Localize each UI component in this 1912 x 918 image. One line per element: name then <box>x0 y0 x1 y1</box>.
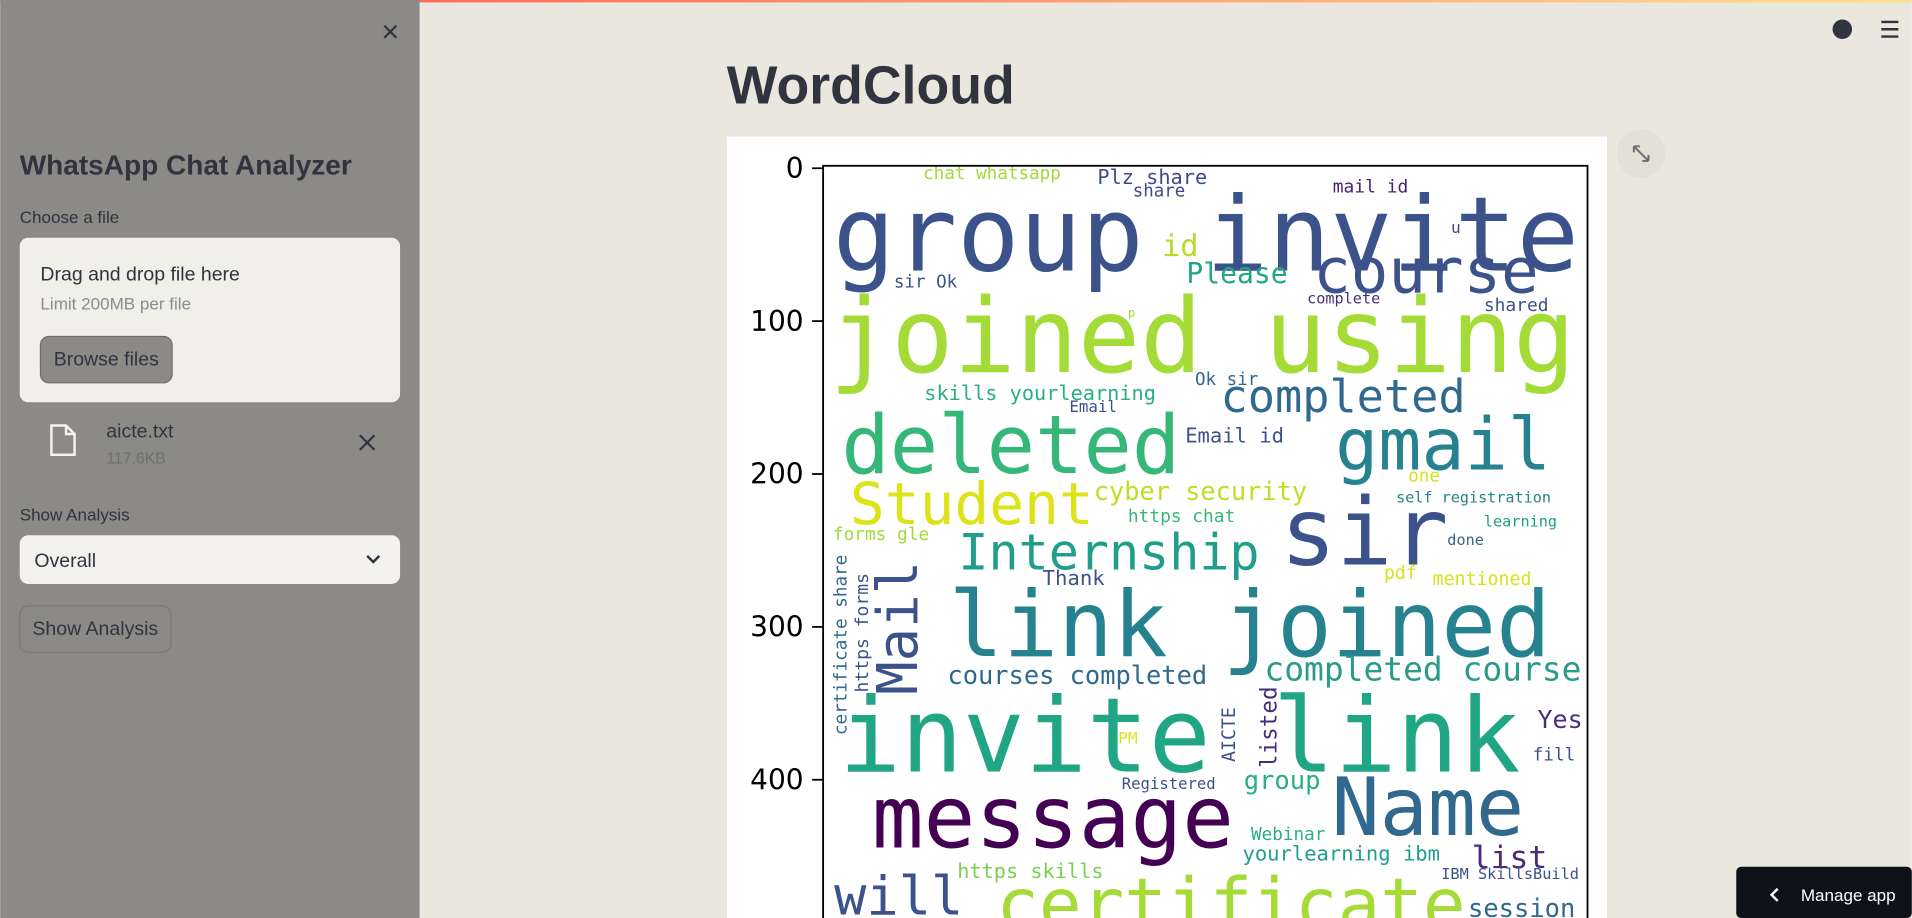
word: cyber security <box>1094 476 1307 506</box>
word: self registration <box>1396 488 1551 506</box>
file-name: aicte.txt <box>106 421 174 443</box>
word: joined using <box>829 277 1575 397</box>
word: Plz share <box>1097 165 1207 189</box>
word: sir Ok <box>894 273 958 293</box>
y-tick-label: 300 <box>750 611 803 644</box>
y-tick-label: 0 <box>786 152 804 185</box>
word: invite link <box>839 677 1520 797</box>
word: yourlearning ibm <box>1242 842 1439 866</box>
word: Ok sir <box>1195 370 1258 390</box>
label: Show Analysis <box>20 506 130 525</box>
word: completed <box>1221 370 1466 423</box>
dropzone-text: Drag and drop file here <box>40 263 239 285</box>
word: share <box>1133 181 1185 201</box>
page-title: WordCloud <box>727 56 1015 116</box>
word: courses completed <box>947 661 1207 691</box>
word: Thank <box>1043 566 1106 590</box>
word: https forms <box>852 573 873 692</box>
word: completed course <box>1264 649 1581 688</box>
manage-app-button[interactable] <box>1736 866 1912 918</box>
word: id <box>1162 229 1199 264</box>
word: Mail <box>866 561 931 695</box>
word: group invite <box>833 176 1579 296</box>
word: course <box>1313 235 1539 308</box>
word: done <box>1447 531 1484 549</box>
label: Choose a file <box>20 208 120 227</box>
file-icon <box>50 424 76 456</box>
select-box[interactable] <box>19 535 401 584</box>
word: one <box>1408 467 1440 487</box>
word: Email id <box>1185 424 1284 448</box>
word: shared <box>1484 295 1549 316</box>
word: chat whatsapp <box>923 164 1061 184</box>
word: complete <box>1307 290 1380 308</box>
word: fill <box>1533 745 1576 766</box>
word: Internship <box>958 522 1259 581</box>
word: Yes <box>1538 705 1583 734</box>
word: IBM SkillsBuild <box>1441 865 1579 883</box>
word: Name <box>1331 761 1524 854</box>
word: Please <box>1186 257 1287 290</box>
sidebar-background <box>0 0 420 918</box>
browse-button[interactable] <box>39 335 173 384</box>
word: session <box>1468 894 1575 918</box>
word: certificate <box>996 863 1465 918</box>
show-analysis-button[interactable] <box>19 605 172 653</box>
word: https skills <box>957 859 1103 883</box>
word: will <box>834 864 963 918</box>
word: PM <box>1118 729 1138 748</box>
close-sidebar[interactable] <box>383 24 398 39</box>
dropzone-limit: Limit 200MB per file <box>40 295 191 314</box>
remove-file[interactable] <box>359 434 376 451</box>
word: list <box>1472 840 1548 876</box>
word: link joined <box>949 571 1551 678</box>
word: skills yourlearning <box>924 381 1156 405</box>
word: certificate share <box>831 555 851 735</box>
word: gmail <box>1335 402 1551 486</box>
word: Email <box>1069 397 1117 416</box>
fullscreen-icon <box>1632 145 1650 162</box>
select-value: Overall <box>34 550 96 572</box>
y-tick-label: 100 <box>750 305 803 338</box>
word: mail id <box>1333 177 1409 198</box>
word: group <box>1244 766 1321 796</box>
chevron <box>1769 887 1779 902</box>
word: pdf <box>1384 563 1417 584</box>
menu-icon[interactable] <box>1881 20 1899 38</box>
chevron <box>366 555 381 564</box>
word: Registered <box>1122 775 1216 793</box>
word: learning <box>1484 513 1557 531</box>
sidebar-title: WhatsApp Chat Analyzer <box>20 149 352 180</box>
word: u <box>1451 218 1461 237</box>
manage-app-label: Manage app <box>1801 886 1896 905</box>
y-tick-label: 200 <box>750 458 803 491</box>
word: AICTE <box>1219 707 1240 762</box>
word: deleted <box>841 399 1180 493</box>
word: forms gle <box>833 524 929 545</box>
button-label: Show Analysis <box>32 618 158 640</box>
word: Student <box>850 470 1094 538</box>
axes-frame <box>822 164 1589 918</box>
word: Webinar <box>1251 825 1325 845</box>
word: message <box>872 768 1234 868</box>
file-size: 117.6KB <box>106 450 166 467</box>
sidebar: WhatsApp Chat Analyzer Choose a file Dra… <box>0 0 420 918</box>
word: https chat <box>1128 506 1235 527</box>
figure-background <box>726 136 1608 918</box>
word: mentioned <box>1433 569 1532 590</box>
word: p <box>1128 306 1135 320</box>
word: listed <box>1257 686 1283 768</box>
button-label: Browse files <box>54 349 159 371</box>
github-icon[interactable] <box>1832 19 1853 40</box>
word: sir <box>1280 478 1448 587</box>
top-decoration <box>0 0 1912 3</box>
y-tick-label: 400 <box>750 764 803 797</box>
